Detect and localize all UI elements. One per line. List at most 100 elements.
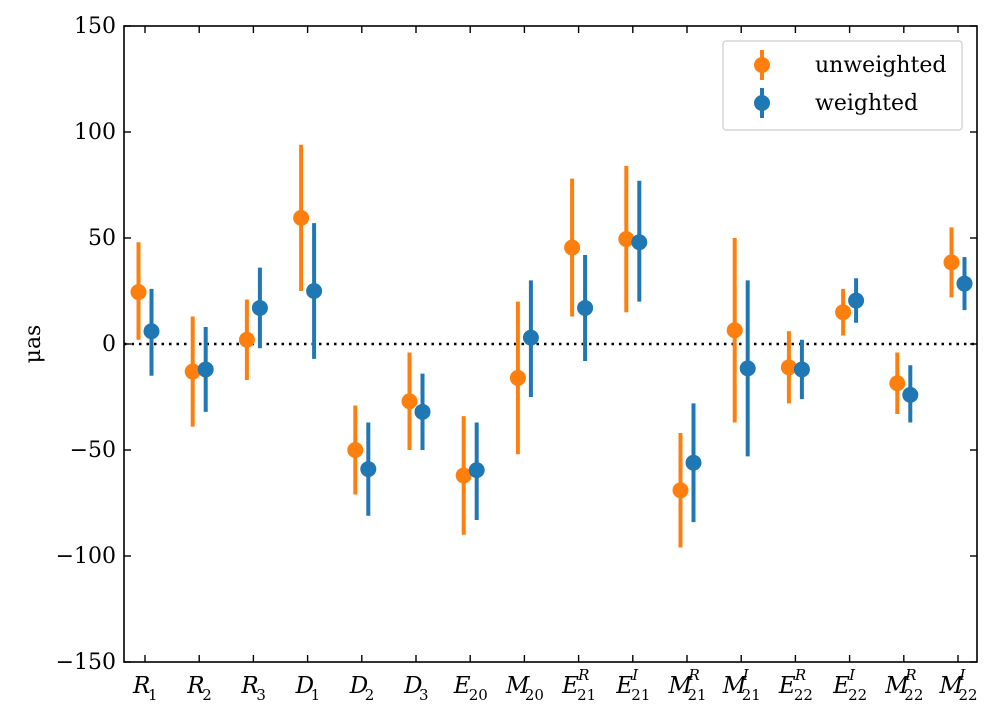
- x-tick-label-sup: I: [848, 666, 856, 684]
- x-tick-label-sub: 3: [256, 686, 266, 704]
- x-tick-label: E22 R: [778, 666, 813, 704]
- y-axis: 150 100 50 0 −50 −100 −150: [56, 14, 977, 675]
- x-tick-label-base: M: [505, 673, 531, 699]
- y-axis-label: μas: [21, 325, 46, 364]
- data-point: [184, 363, 201, 380]
- x-tick-label-base: R: [240, 673, 258, 699]
- x-tick-label-sub: 21: [688, 686, 707, 704]
- y-tick-label: −50: [70, 438, 116, 463]
- series-unweighted: [130, 144, 960, 548]
- x-tick-label-sub: 2: [365, 686, 375, 704]
- data-point: [251, 299, 268, 316]
- x-tick-label: M21 R: [668, 666, 707, 704]
- data-point: [522, 329, 539, 346]
- x-tick-label-sub: 3: [419, 686, 429, 704]
- x-tick-label: M21 I: [722, 666, 761, 704]
- x-tick-label-sub: 22: [904, 686, 923, 704]
- x-tick-label-sub: 1: [148, 686, 158, 704]
- x-tick-label: R3: [240, 673, 266, 704]
- x-tick-label-base: E: [832, 673, 850, 699]
- x-tick-label-sub: 22: [959, 686, 978, 704]
- x-tick-label: D1: [295, 673, 321, 704]
- data-point: [564, 239, 581, 256]
- y-tick-label: 100: [74, 120, 116, 145]
- data-point: [943, 254, 960, 271]
- legend-label: weighted: [815, 91, 918, 116]
- y-tick-label: 150: [74, 14, 116, 39]
- x-tick-label: D3: [403, 673, 429, 704]
- x-tick-label-base: E: [561, 673, 579, 699]
- x-tick-label-base: E: [615, 673, 633, 699]
- x-tick-label-sup: I: [631, 666, 639, 684]
- x-tick-label: E20: [453, 673, 488, 704]
- x-tick-label-base: M: [939, 673, 965, 699]
- data-point: [618, 231, 635, 248]
- legend-marker: [754, 57, 770, 73]
- data-point: [143, 323, 160, 340]
- series-layer: [130, 144, 973, 548]
- legend: unweighted weighted: [722, 40, 963, 131]
- x-tick-label-base: M: [722, 673, 748, 699]
- x-tick-label: R2: [186, 673, 212, 704]
- x-tick-label-sub: 1: [311, 686, 321, 704]
- data-point: [631, 234, 648, 251]
- data-point: [468, 462, 485, 479]
- data-point: [509, 369, 526, 386]
- x-tick-label: R1: [132, 673, 158, 704]
- x-tick-label-base: R: [186, 673, 204, 699]
- data-point: [848, 292, 865, 309]
- series-weighted: [143, 180, 973, 523]
- data-point: [360, 461, 377, 478]
- data-point: [902, 386, 919, 403]
- data-point: [739, 360, 756, 377]
- data-point: [685, 454, 702, 471]
- x-tick-label-sup: R: [794, 666, 806, 684]
- legend-marker: [754, 95, 770, 111]
- legend-box: [722, 40, 963, 131]
- x-tick-label-sup: I: [959, 666, 967, 684]
- data-point: [956, 275, 973, 292]
- x-tick-label-base: D: [403, 673, 422, 699]
- data-point: [726, 322, 743, 339]
- y-tick-label: −150: [56, 650, 116, 675]
- data-point: [577, 299, 594, 316]
- x-tick-label: E21 R: [561, 666, 596, 704]
- x-tick-label: D2: [349, 673, 375, 704]
- data-point: [793, 361, 810, 378]
- y-tick-label: −100: [56, 544, 116, 569]
- legend-entry-unweighted: unweighted: [754, 50, 946, 80]
- x-tick-label: M20: [505, 673, 544, 704]
- data-point: [780, 359, 797, 376]
- x-tick-label-base: E: [778, 673, 796, 699]
- x-tick-label-base: D: [295, 673, 314, 699]
- x-tick-label-sub: 20: [525, 686, 544, 704]
- x-tick-label: M22 I: [939, 666, 978, 704]
- x-tick-label-sub: 21: [631, 686, 650, 704]
- x-tick-label-base: M: [668, 673, 694, 699]
- x-tick-label-sup: R: [688, 666, 700, 684]
- x-tick-label: M22 R: [884, 666, 923, 704]
- x-tick-label-sub: 22: [848, 686, 867, 704]
- data-point: [672, 482, 689, 499]
- x-tick-label-base: M: [884, 673, 910, 699]
- legend-entry-weighted: weighted: [754, 88, 918, 118]
- data-point: [835, 304, 852, 321]
- legend-label: unweighted: [815, 53, 946, 78]
- data-point: [238, 331, 255, 348]
- x-tick-label-base: D: [349, 673, 368, 699]
- x-tick-label-sub: 20: [469, 686, 488, 704]
- y-tick-label: 50: [88, 226, 116, 251]
- data-point: [130, 284, 147, 301]
- x-tick-label-sub: 21: [577, 686, 596, 704]
- data-point: [889, 375, 906, 392]
- data-point: [401, 393, 418, 410]
- x-tick-label-sub: 2: [202, 686, 212, 704]
- x-tick-label-sup: R: [577, 666, 589, 684]
- x-tick-label-sup: I: [742, 666, 750, 684]
- data-point: [455, 467, 472, 484]
- x-tick-label-base: E: [453, 673, 471, 699]
- x-tick-label-sup: R: [904, 666, 916, 684]
- x-tick-label-base: R: [132, 673, 150, 699]
